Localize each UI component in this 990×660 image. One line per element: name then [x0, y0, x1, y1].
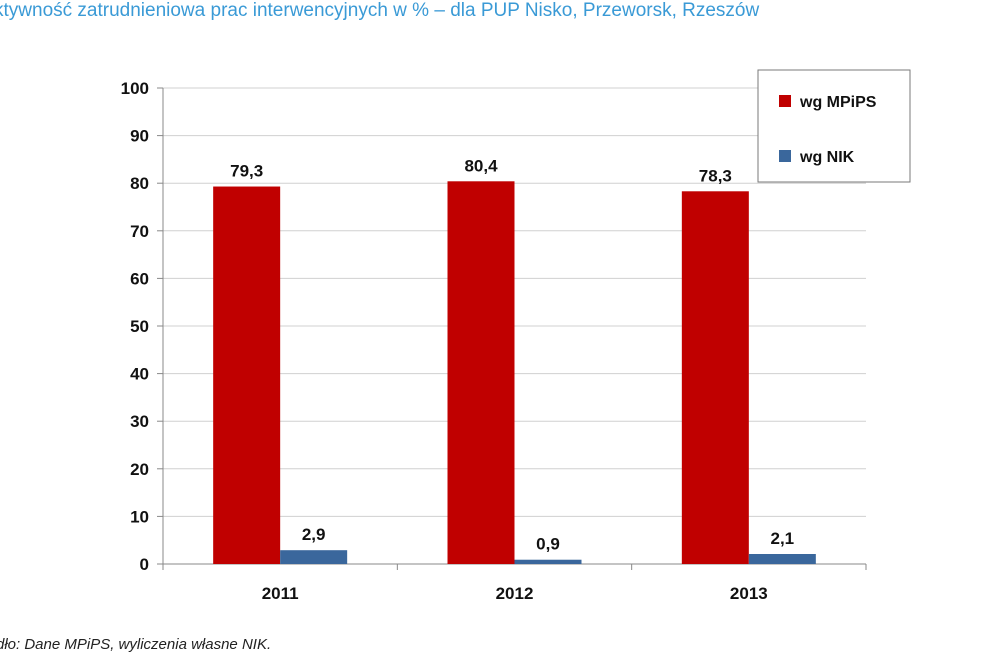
data-labels: 79,3 2,9 80,4 0,9 78,3 2,1: [230, 156, 794, 553]
chart-title: ktywność zatrudnieniowa prac interwencyj…: [0, 0, 760, 21]
y-tick-label: 90: [130, 127, 149, 146]
y-tick-label: 100: [121, 79, 149, 98]
bar-chart: 0 10 20 30 40 50 60 70 80 90 100 79,3 2,9 80,4 0,9 78,…: [121, 69, 911, 603]
y-tick-label: 0: [140, 555, 149, 574]
legend-swatch: [779, 95, 791, 107]
x-axis-ticks: 2011 2012 2013: [262, 584, 768, 603]
bar-nik-2011: [280, 550, 348, 564]
y-tick-label: 60: [130, 269, 149, 288]
x-tick-label: 2011: [262, 584, 299, 603]
legend-label: wg NIK: [799, 149, 855, 166]
x-tick-label: 2013: [730, 584, 768, 603]
legend: wg MPiPS wg NIK: [757, 69, 911, 183]
legend-swatch: [779, 150, 791, 162]
data-label: 78,3: [699, 166, 732, 185]
source-note: dło: Dane MPiPS, wyliczenia własne NIK.: [0, 636, 272, 653]
y-tick-label: 70: [130, 222, 149, 241]
y-tick-label: 20: [130, 460, 149, 479]
data-label: 80,4: [464, 156, 498, 175]
bar-mpips-2013: [681, 191, 749, 565]
data-label: 2,9: [302, 525, 326, 544]
y-tick-label: 30: [130, 412, 149, 431]
y-tick-label: 10: [130, 507, 149, 526]
y-tick-label: 40: [130, 365, 149, 384]
x-tick-label: 2012: [496, 584, 534, 603]
y-tick-label: 80: [130, 174, 149, 193]
bars: [213, 181, 816, 565]
y-axis-ticks: 0 10 20 30 40 50 60 70 80 90 100: [121, 79, 149, 574]
bar-mpips-2012: [447, 181, 515, 564]
bar-nik-2013: [748, 554, 816, 564]
data-label: 0,9: [536, 535, 560, 554]
bar-nik-2012: [514, 559, 582, 564]
data-label: 79,3: [230, 162, 263, 181]
legend-box: [757, 69, 911, 183]
bar-mpips-2011: [213, 186, 281, 565]
data-label: 2,1: [771, 529, 795, 548]
y-tick-label: 50: [130, 317, 149, 336]
legend-label: wg MPiPS: [799, 94, 877, 111]
